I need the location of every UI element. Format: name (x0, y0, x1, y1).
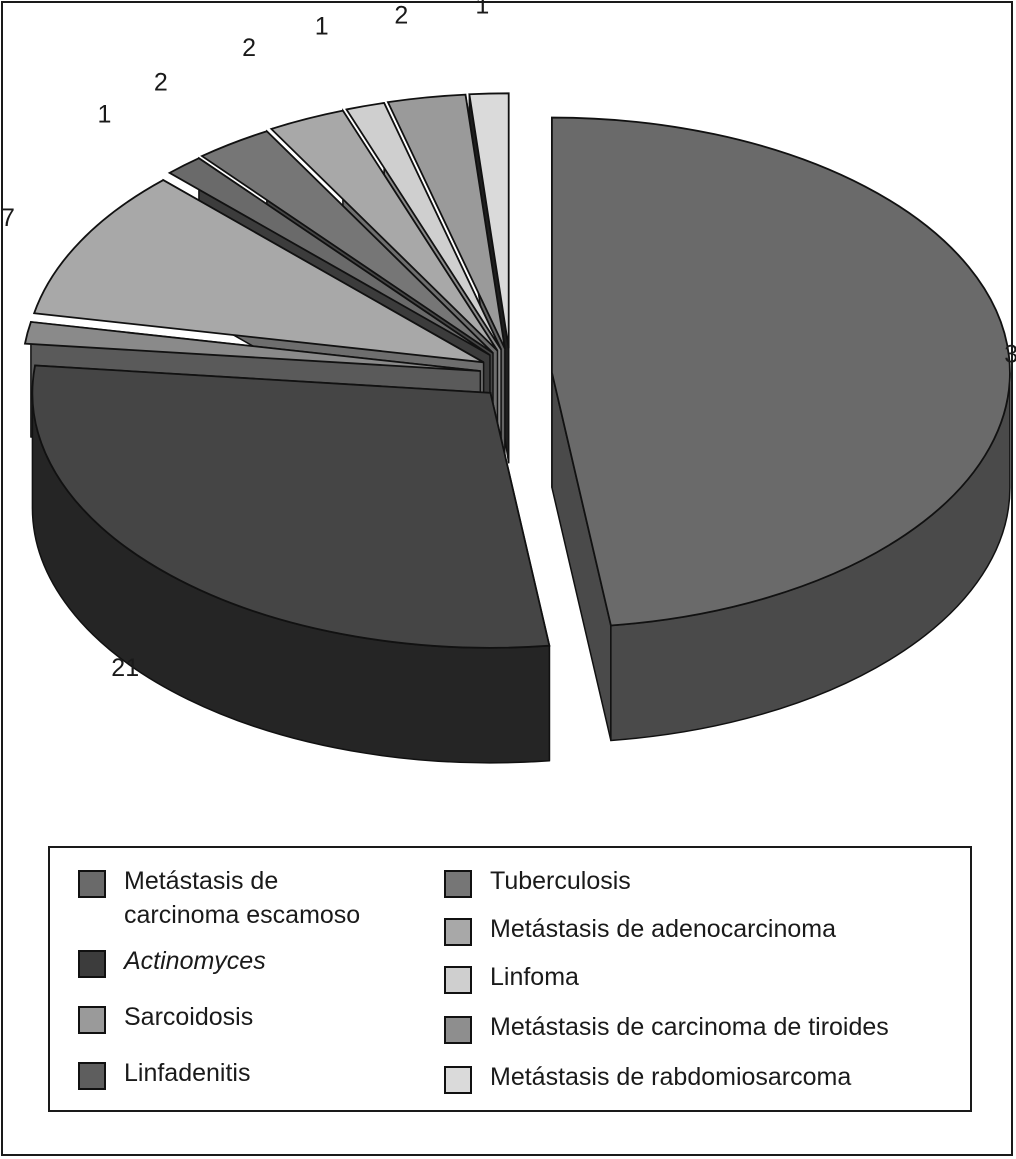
slice-9-top (468, 92, 510, 349)
legend-item-sarcoidosis: Sarcoidosis (78, 1000, 253, 1034)
legend-swatch (78, 950, 106, 978)
legend-item-rabdomiosarcoma: Metástasis de rabdomiosarcoma (444, 1060, 851, 1094)
legend-label: Metástasis de carcinoma escamoso (124, 867, 361, 929)
slice-5-top (200, 130, 494, 354)
legend-label: Tuberculosis (490, 867, 631, 895)
slice-3-top (32, 179, 485, 364)
legend-swatch (444, 918, 472, 946)
value-label: 7 (1, 204, 15, 232)
legend-label: Sarcoidosis (124, 1003, 254, 1031)
legend-label: Metástasis de rabdomiosarcoma (490, 1063, 852, 1091)
legend-swatch (78, 870, 106, 898)
value-label: 35 (1004, 340, 1016, 368)
value-label: 1 (475, 0, 489, 20)
legend-label: Metástasis de carcinoma de tiroides (490, 1013, 889, 1041)
legend-label: Metástasis de adenocarcinoma (490, 915, 837, 943)
legend-item-tuberculosis: Tuberculosis (444, 864, 631, 898)
legend-swatch (444, 1066, 472, 1094)
legend-item-carcinoma-escamoso: Metástasis de carcinoma escamoso (78, 864, 360, 932)
legend: Metástasis de carcinoma escamoso Actinom… (48, 846, 972, 1112)
slice-6-top (269, 109, 499, 352)
legend-swatch (444, 870, 472, 898)
legend-label: Linfadenitis (124, 1059, 251, 1087)
value-label: 2 (394, 2, 408, 30)
legend-item-adenocarcinoma: Metástasis de adenocarcinoma (444, 912, 836, 946)
legend-swatch (444, 1016, 472, 1044)
legend-item-actinomyces: Actinomyces (78, 944, 266, 978)
value-label: 1 (315, 13, 329, 41)
value-label: 21 (111, 654, 139, 682)
slice-7-top (345, 101, 502, 350)
legend-item-linfoma: Linfoma (444, 960, 579, 994)
legend-label: Linfoma (490, 963, 579, 991)
legend-label: Actinomyces (124, 947, 266, 975)
legend-swatch (78, 1006, 106, 1034)
legend-swatch (78, 1062, 106, 1090)
slice-1-top (31, 364, 551, 649)
slice-0-top (551, 116, 1011, 627)
pie-chart: 352117122121 (1, 0, 1016, 764)
slice-4-top (167, 157, 491, 356)
value-label: 2 (242, 34, 256, 62)
legend-item-linfadenitis: Linfadenitis (78, 1056, 250, 1090)
legend-swatch (444, 966, 472, 994)
slice-8-top (386, 93, 506, 350)
legend-item-tiroides: Metástasis de carcinoma de tiroides (444, 1010, 889, 1044)
slice-2-top (23, 320, 481, 372)
value-label: 1 (97, 101, 111, 129)
value-label: 2 (154, 69, 168, 97)
